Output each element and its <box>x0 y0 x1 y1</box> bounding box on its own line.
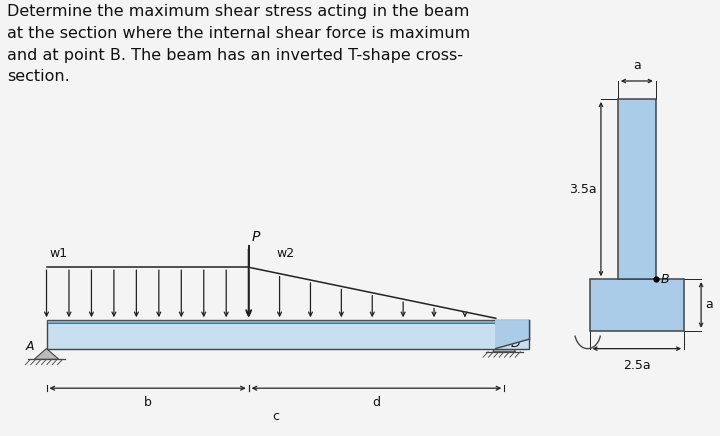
Text: a: a <box>705 298 713 311</box>
Text: b: b <box>144 396 151 409</box>
Text: P: P <box>251 230 260 244</box>
Text: 3.5a: 3.5a <box>570 183 597 196</box>
Text: D: D <box>511 337 521 351</box>
Text: 2.5a: 2.5a <box>623 359 651 372</box>
Text: A: A <box>26 340 34 353</box>
Bar <box>618 99 656 279</box>
Text: c: c <box>272 410 279 423</box>
Text: B: B <box>661 272 670 286</box>
Text: a: a <box>633 59 641 72</box>
Text: w2: w2 <box>276 248 295 260</box>
Text: w1: w1 <box>50 248 68 260</box>
Bar <box>47 320 529 323</box>
Polygon shape <box>496 320 529 348</box>
Polygon shape <box>493 347 516 352</box>
Text: Determine the maximum shear stress acting in the beam
at the section where the i: Determine the maximum shear stress actin… <box>7 4 470 84</box>
Text: d: d <box>372 396 380 409</box>
Bar <box>47 320 529 348</box>
Bar <box>590 279 684 330</box>
Polygon shape <box>34 348 59 359</box>
